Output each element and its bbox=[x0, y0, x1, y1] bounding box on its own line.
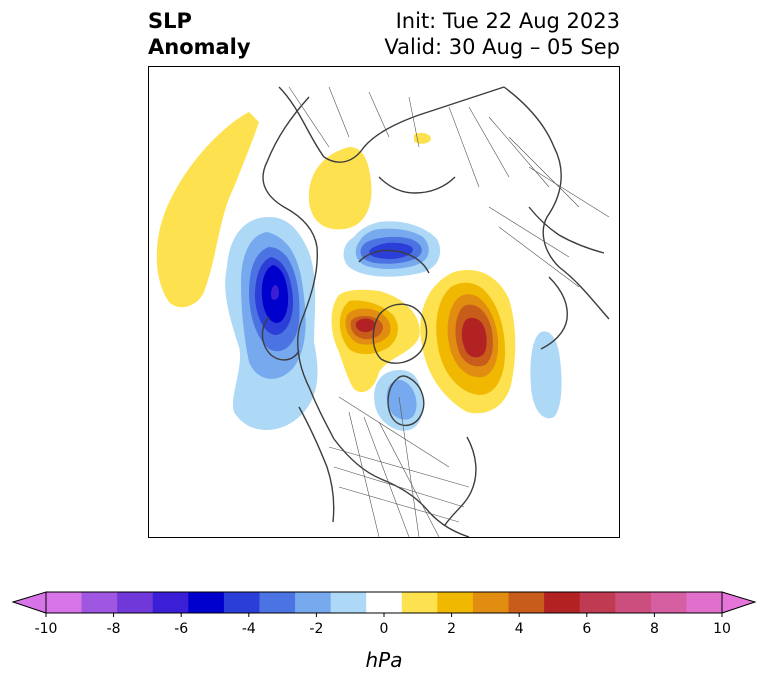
positive-anomaly-scandinavia bbox=[420, 270, 516, 414]
map-panel bbox=[148, 66, 620, 538]
colorbar-segment bbox=[259, 592, 296, 613]
colorbar-segment bbox=[152, 592, 189, 613]
positive-anomaly-greenland bbox=[331, 289, 420, 393]
colorbar-tick-label: 4 bbox=[515, 621, 524, 637]
colorbar-segment bbox=[472, 592, 510, 613]
negative-anomaly-north-pacific bbox=[225, 217, 318, 431]
colorbar-tick-label: 6 bbox=[582, 621, 591, 637]
colorbar-segment bbox=[615, 592, 652, 613]
colorbar-tick-label: 2 bbox=[447, 621, 456, 637]
colorbar-segment bbox=[117, 592, 154, 613]
colorbar-segment bbox=[508, 592, 545, 613]
colorbar-segment bbox=[81, 592, 118, 613]
positive-anomaly-siberia bbox=[308, 132, 431, 230]
colorbar-segment bbox=[437, 592, 474, 613]
colorbar-segment bbox=[650, 592, 687, 613]
colorbar-svg: -10 -8 -6 -4 -2 0 2 4 6 8 10 hPa bbox=[11, 591, 757, 672]
negative-anomaly-hudson-bay bbox=[374, 370, 424, 431]
colorbar-tick-label: -10 bbox=[35, 621, 58, 637]
colorbar-tick-label: -8 bbox=[107, 621, 121, 637]
colorbar-tick-label: 8 bbox=[650, 621, 659, 637]
colorbar-segment bbox=[330, 592, 367, 613]
colorbar-segment bbox=[223, 592, 260, 613]
colorbar: -10 -8 -6 -4 -2 0 2 4 6 8 10 hPa bbox=[0, 580, 768, 672]
map-title: SLP Anomaly bbox=[148, 8, 251, 60]
colorbar-extend-low bbox=[11, 591, 47, 614]
title-line-1: SLP bbox=[148, 9, 192, 33]
valid-time: Valid: 30 Aug – 05 Sep bbox=[384, 35, 620, 59]
colorbar-segment bbox=[46, 592, 83, 613]
title-line-2: Anomaly bbox=[148, 35, 251, 59]
colorbar-segment bbox=[544, 592, 581, 613]
colorbar-tick-label: 10 bbox=[713, 621, 731, 637]
colorbar-unit-label: hPa bbox=[366, 648, 403, 670]
colorbar-segment bbox=[366, 592, 403, 613]
colorbar-tick-label: 0 bbox=[380, 621, 389, 637]
colorbar-segment bbox=[188, 592, 225, 613]
forecast-times: Init: Tue 22 Aug 2023 Valid: 30 Aug – 05… bbox=[384, 8, 620, 60]
init-time: Init: Tue 22 Aug 2023 bbox=[395, 9, 620, 33]
anomaly-map bbox=[156, 86, 610, 537]
coastlines bbox=[261, 86, 610, 537]
colorbar-segments bbox=[46, 592, 723, 613]
colorbar-segment bbox=[401, 592, 438, 613]
colorbar-tick-label: -4 bbox=[242, 621, 256, 637]
colorbar-segment bbox=[579, 592, 616, 613]
colorbar-ticks: -10 -8 -6 -4 -2 0 2 4 6 8 10 bbox=[35, 613, 731, 637]
colorbar-tick-label: -2 bbox=[309, 621, 323, 637]
colorbar-segment bbox=[686, 592, 723, 613]
colorbar-tick-label: -6 bbox=[174, 621, 188, 637]
colorbar-extend-high bbox=[721, 591, 757, 614]
political-borders bbox=[288, 86, 610, 537]
negative-anomaly-north-atlantic bbox=[530, 331, 562, 419]
positive-anomaly-pacific-arc bbox=[156, 112, 259, 308]
colorbar-segment bbox=[295, 592, 332, 613]
